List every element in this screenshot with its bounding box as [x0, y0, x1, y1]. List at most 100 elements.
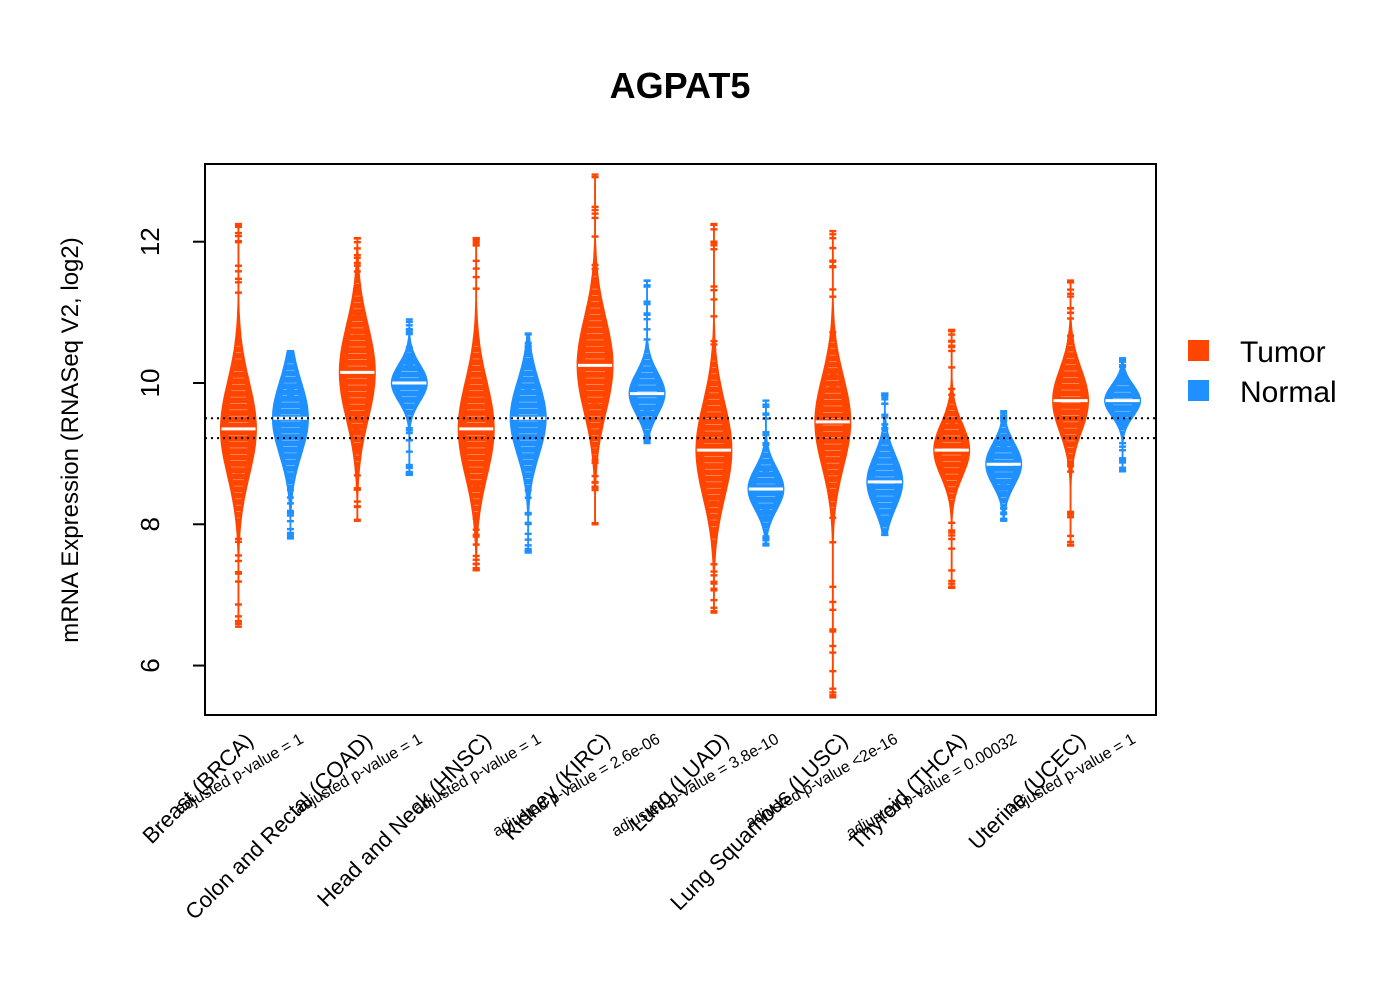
- tumor-point: [591, 311, 599, 314]
- normal-point: [1119, 422, 1127, 425]
- tumor-point: [948, 547, 956, 550]
- normal-point: [524, 345, 532, 349]
- tumor-point: [948, 569, 956, 572]
- normal-point: [405, 331, 413, 334]
- normal-point: [286, 519, 294, 523]
- normal-point: [524, 353, 532, 356]
- tumor-point: [829, 691, 837, 694]
- normal-point: [762, 433, 770, 436]
- tumor-point: [1067, 338, 1075, 342]
- tumor-point: [591, 216, 599, 220]
- tumor-point: [948, 333, 956, 336]
- normal-point: [1119, 449, 1127, 452]
- normal-point: [524, 547, 532, 551]
- normal-point: [643, 436, 651, 439]
- tumor-point: [234, 224, 242, 227]
- normal-point: [643, 361, 651, 364]
- tumor-point: [948, 582, 956, 585]
- tumor-point: [1067, 540, 1075, 544]
- normal-point: [405, 320, 413, 324]
- normal-point: [881, 427, 889, 431]
- normal-point: [1000, 445, 1008, 448]
- tumor-point: [829, 541, 837, 544]
- normal-point: [524, 388, 532, 392]
- tumor-point: [829, 246, 837, 250]
- normal-extreme-point: [286, 537, 294, 540]
- normal-extreme-point: [762, 399, 770, 402]
- tumor-point: [472, 558, 480, 561]
- normal-point: [643, 409, 651, 412]
- tumor-point: [234, 537, 242, 541]
- tumor-point: [472, 562, 480, 566]
- tumor-point: [1067, 512, 1075, 515]
- tumor-extreme-point: [353, 519, 361, 522]
- tumor-point: [234, 363, 242, 367]
- tumor-violin: [220, 223, 257, 628]
- normal-point: [1119, 418, 1127, 422]
- tumor-point: [234, 559, 242, 563]
- tumor-point: [591, 324, 599, 327]
- tumor-point: [591, 480, 599, 484]
- tumor-point: [948, 579, 956, 583]
- normal-point: [1119, 416, 1127, 419]
- tumor-extreme-point: [829, 696, 837, 699]
- normal-point: [1000, 438, 1008, 441]
- tumor-violin-group: [933, 328, 971, 590]
- tumor-point: [710, 298, 718, 301]
- legend-label: Tumor: [1240, 336, 1326, 369]
- tumor-point: [353, 446, 361, 449]
- tumor-point: [710, 288, 718, 292]
- tumor-point: [591, 461, 599, 464]
- tumor-point: [829, 494, 837, 497]
- normal-point: [1119, 370, 1127, 374]
- tumor-violin: [338, 237, 376, 522]
- normal-point: [881, 515, 889, 519]
- normal-point: [524, 511, 532, 515]
- tumor-point: [353, 428, 361, 431]
- tumor-point: [829, 265, 837, 268]
- tumor-point: [353, 505, 361, 508]
- tumor-point: [1067, 515, 1075, 519]
- tumor-point: [829, 600, 837, 604]
- tumor-point: [472, 517, 480, 520]
- tumor-point: [353, 303, 361, 307]
- tumor-point: [234, 239, 242, 243]
- tumor-point: [472, 267, 480, 270]
- normal-extreme-point: [643, 279, 651, 282]
- tumor-point: [710, 510, 718, 513]
- normal-point: [524, 366, 532, 369]
- plot-area: [205, 173, 1156, 699]
- tumor-point: [234, 471, 242, 474]
- tumor-extreme-point: [591, 173, 599, 176]
- tumor-point: [1067, 295, 1075, 298]
- tumor-point: [591, 235, 599, 238]
- normal-point: [524, 385, 532, 389]
- tumor-point: [1067, 461, 1075, 464]
- tumor-point: [1067, 534, 1075, 538]
- normal-point: [1119, 461, 1127, 464]
- normal-point: [881, 521, 889, 524]
- tumor-point: [829, 373, 837, 376]
- normal-point: [1119, 445, 1127, 448]
- normal-extreme-point: [524, 332, 532, 335]
- normal-point: [1000, 507, 1008, 510]
- normal-point: [286, 373, 294, 376]
- normal-extreme-point: [1119, 357, 1127, 360]
- normal-point: [405, 463, 413, 467]
- tumor-violin-group: [576, 173, 614, 526]
- normal-point: [286, 488, 294, 491]
- tumor-point: [829, 644, 837, 648]
- tumor-point: [1067, 281, 1075, 284]
- normal-point: [405, 329, 413, 332]
- normal-point: [286, 502, 294, 505]
- normal-point: [881, 394, 889, 397]
- tumor-point: [472, 528, 480, 531]
- normal-point: [881, 519, 889, 522]
- tumor-point: [948, 521, 956, 525]
- normal-point: [405, 465, 413, 469]
- normal-point: [762, 535, 770, 538]
- normal-violin-group: [747, 399, 785, 547]
- tumor-violin: [1052, 280, 1090, 546]
- normal-point: [1119, 365, 1127, 369]
- normal-point: [881, 517, 889, 520]
